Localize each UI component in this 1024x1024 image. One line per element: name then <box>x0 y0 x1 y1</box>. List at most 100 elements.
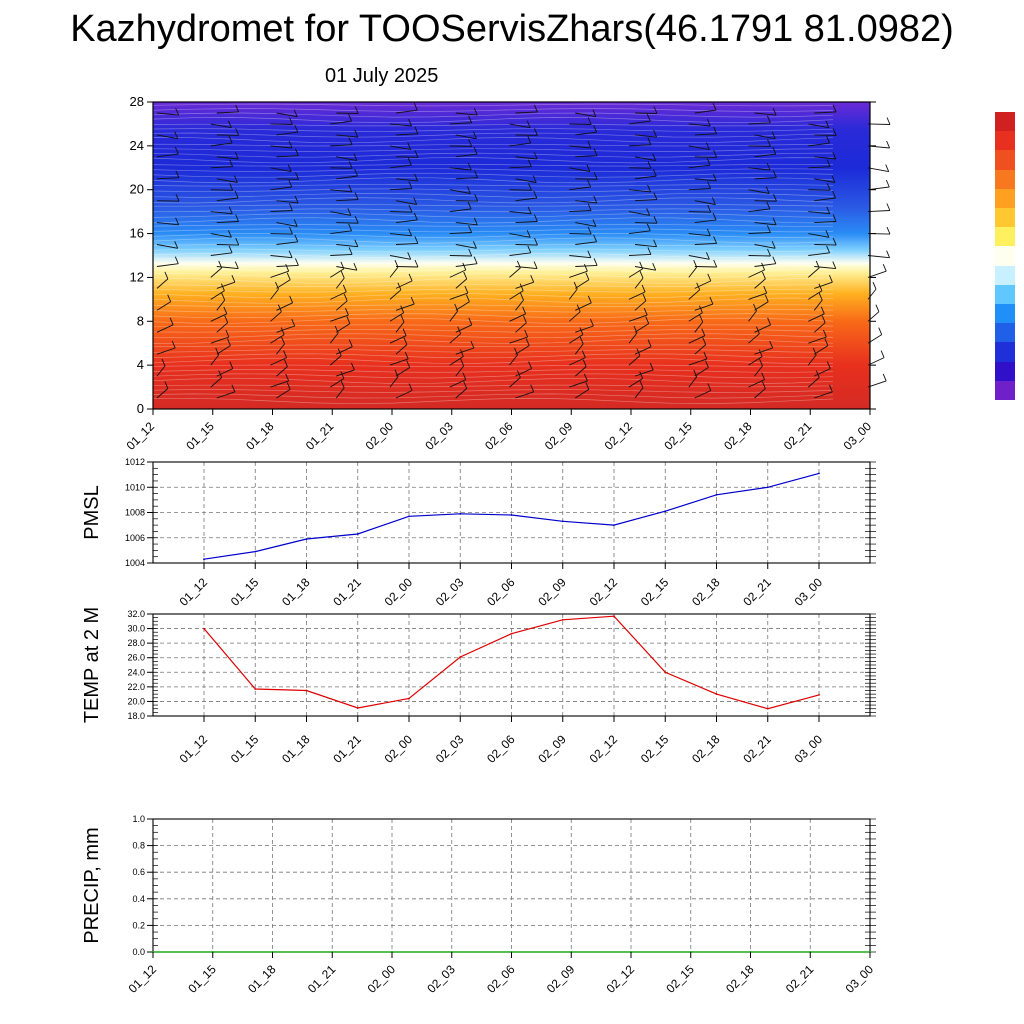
wind-barb-staff <box>336 266 357 271</box>
wind-barb-staff <box>867 288 877 300</box>
wind-barb-staff <box>330 230 352 235</box>
wind-barb-staff <box>628 189 651 193</box>
wind-barb-staff <box>509 166 532 169</box>
data-point <box>356 707 359 709</box>
wind-barb-flag <box>524 329 529 338</box>
wind-barb-staff <box>634 175 657 180</box>
x-tick-label: 02_00 <box>382 575 416 609</box>
wind-barb-flag <box>229 159 234 167</box>
data-point <box>664 510 667 513</box>
wind-barb-staff <box>694 178 717 182</box>
x-tick-label: 02_09 <box>535 732 569 766</box>
wind-barb-staff <box>276 343 285 355</box>
wind-barb-flag <box>826 245 831 253</box>
wind-barb-staff <box>156 112 179 116</box>
wind-barb-staff <box>575 112 596 118</box>
wind-barb-staff <box>335 387 345 399</box>
wind-barb-staff <box>509 189 532 191</box>
wind-barb-flag <box>581 350 586 358</box>
wind-barb-flag <box>649 362 654 371</box>
data-point <box>356 533 359 535</box>
wind-barb-staff <box>336 222 359 224</box>
wind-barb-flag <box>533 214 538 222</box>
wind-barb-flag <box>472 241 477 249</box>
wind-barb-staff <box>628 167 652 169</box>
wind-barb-staff <box>156 134 178 140</box>
wind-barb-flag <box>289 226 293 235</box>
wind-barb-staff <box>216 156 239 160</box>
wind-barb-flag <box>286 382 291 390</box>
contour-line <box>152 297 834 304</box>
wind-barb-staff <box>389 376 399 388</box>
wind-barb-staff <box>210 252 233 256</box>
y-tick-label: 1.0 <box>132 814 145 824</box>
wind-barb-staff <box>575 279 590 289</box>
wind-barb-flag <box>175 107 180 116</box>
wind-barb-staff <box>455 324 472 333</box>
colorbar-swatch <box>995 131 1015 151</box>
wind-barb-flag <box>468 317 473 325</box>
wind-barb-flag <box>227 230 232 238</box>
wind-barb-flag <box>886 203 891 211</box>
wind-barb-staff <box>389 164 412 169</box>
wind-barb-staff <box>808 211 830 215</box>
wind-barb-flag <box>293 109 298 117</box>
wind-barb-flag <box>408 273 413 282</box>
wind-barb-flag <box>407 157 412 166</box>
wind-barb-staff <box>156 365 166 377</box>
wind-barb-staff <box>808 166 831 169</box>
colorbar-swatch <box>995 188 1015 209</box>
wind-barb-flag <box>281 336 285 345</box>
wind-barb-staff <box>389 233 412 237</box>
wind-barb-staff <box>210 313 227 322</box>
wind-barb-flag <box>340 270 345 279</box>
wind-barb-flag <box>348 114 353 122</box>
wind-barb-staff <box>754 388 766 399</box>
wind-barb-staff <box>455 200 478 202</box>
y-tick-label: 1012 <box>125 457 145 467</box>
wind-barb-flag <box>761 271 766 280</box>
wind-barb-flag <box>350 362 355 371</box>
wind-barb-flag <box>414 236 419 244</box>
y-tick-label: 1008 <box>125 508 145 518</box>
contour-line <box>152 393 834 399</box>
wind-barb-staff <box>455 388 467 399</box>
data-point <box>408 515 410 518</box>
y-tick-label: 26.0 <box>127 653 145 663</box>
contour-line <box>152 369 834 373</box>
colorbar-swatch <box>995 169 1015 190</box>
wind-barb-staff <box>569 186 591 191</box>
y-tick-label: 20.0 <box>127 696 145 706</box>
contour-line <box>152 313 834 319</box>
contour-line <box>152 103 834 107</box>
wind-barb-flag <box>289 295 294 303</box>
wind-barb-flag <box>758 349 763 357</box>
wind-barb-flag <box>462 372 467 380</box>
wind-barb-flag <box>414 173 419 182</box>
y-tick-label: 24 <box>130 138 144 153</box>
wind-barb-staff <box>216 281 236 289</box>
wind-barb-flag <box>533 151 538 160</box>
wind-barb-staff <box>754 200 777 202</box>
wind-barb-flag <box>642 293 647 301</box>
wind-barb-staff <box>389 188 412 191</box>
wind-barb-flag <box>516 370 521 378</box>
wind-barb-flag <box>164 271 169 280</box>
wind-barb-flag <box>223 306 228 314</box>
wind-barb-flag <box>641 284 646 293</box>
wind-barb-staff <box>694 242 717 245</box>
wind-barb-flag <box>527 135 532 144</box>
wind-barb-staff <box>694 344 706 355</box>
wind-barb-flag <box>885 164 890 172</box>
wind-barb-flag <box>221 292 226 301</box>
wind-barb-flag <box>294 148 299 156</box>
wind-barb-flag <box>587 203 592 211</box>
colorbar-swatch <box>995 284 1015 305</box>
wind-barb-flag <box>465 294 470 302</box>
wind-barb-staff <box>216 322 228 333</box>
wind-barb-staff <box>395 321 405 333</box>
wind-barb-flag <box>474 194 479 202</box>
contour-line <box>152 112 834 118</box>
wind-barb-staff <box>694 109 717 114</box>
wind-barb-staff <box>634 346 652 355</box>
